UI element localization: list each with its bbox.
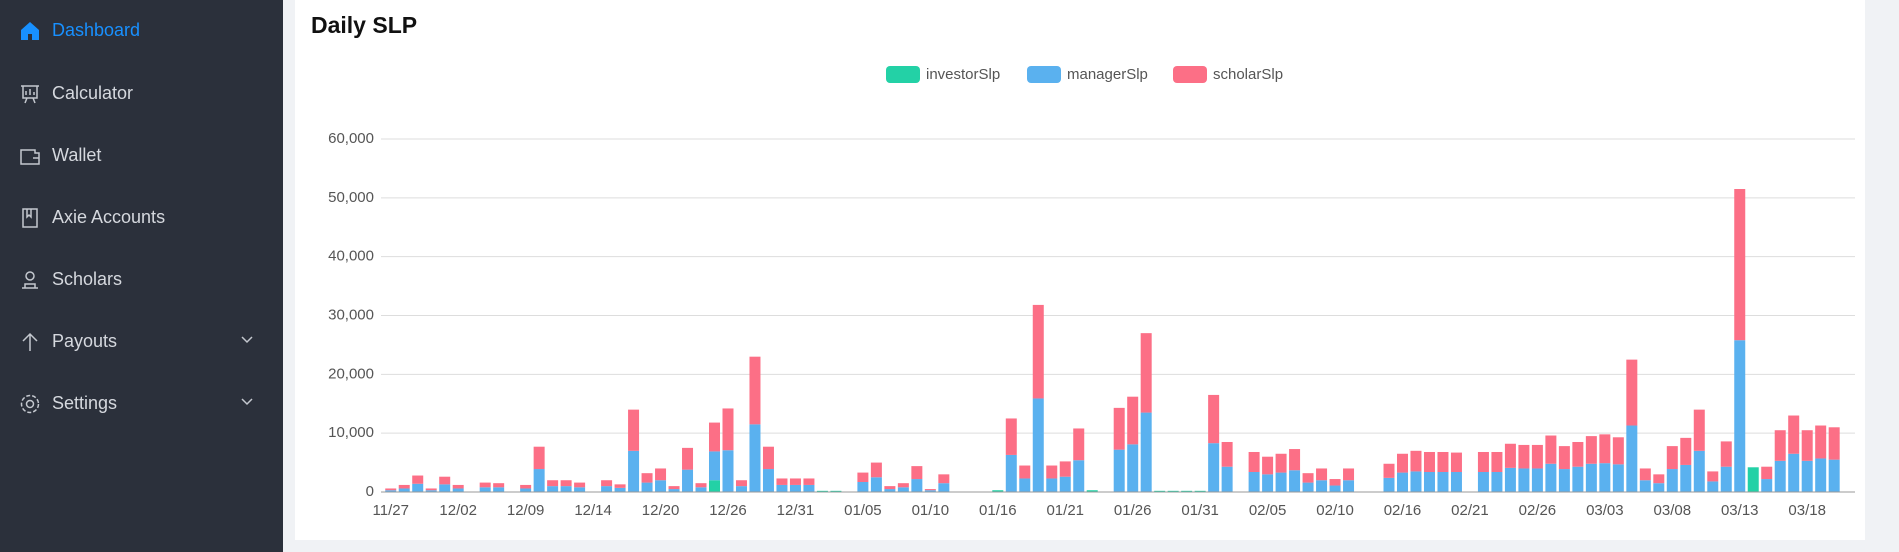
- menu-item[interactable]: Axie Accounts: [0, 197, 283, 237]
- menu-item[interactable]: Settings: [0, 383, 283, 423]
- menu-label: Scholars: [52, 269, 123, 289]
- menu-item[interactable]: Scholars: [0, 259, 283, 299]
- menu-label: Calculator: [52, 83, 134, 103]
- menu-item[interactable]: Payouts: [0, 321, 283, 361]
- menu-item[interactable]: Dashboard: [0, 10, 283, 50]
- card-title: Daily SLP: [311, 12, 418, 38]
- menu-label: Settings: [52, 393, 118, 413]
- icon: [22, 332, 38, 351]
- chevron: [241, 336, 253, 344]
- menu-label: Wallet: [52, 145, 102, 165]
- icon: [21, 85, 39, 104]
- icon: [21, 22, 39, 40]
- icon: [22, 208, 38, 228]
- card: Daily SLP: [295, 0, 1865, 540]
- icon: [20, 394, 40, 414]
- menu-label: Payouts: [52, 331, 118, 351]
- menu-label: Dashboard: [52, 20, 141, 40]
- sidebar: Dashboard Calculator Wallet Axie Account…: [0, 0, 283, 552]
- menu-item[interactable]: Calculator: [0, 73, 283, 113]
- icon: [22, 271, 38, 289]
- chevron: [241, 398, 253, 406]
- menu-item[interactable]: Wallet: [0, 135, 283, 175]
- icon: [20, 149, 40, 165]
- menu-label: Axie Accounts: [52, 207, 166, 227]
